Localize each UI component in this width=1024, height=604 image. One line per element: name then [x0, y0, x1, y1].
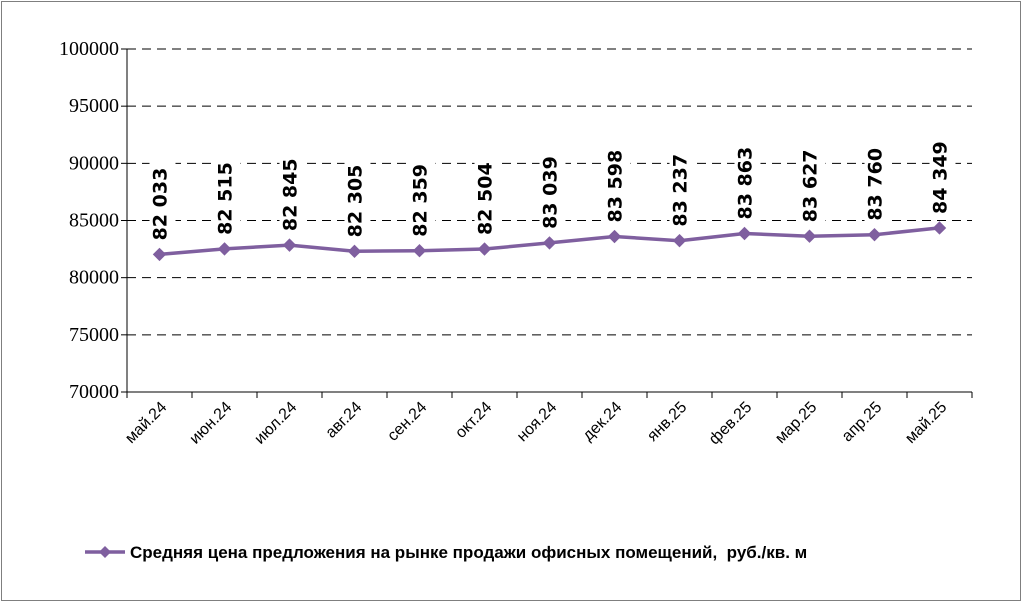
y-tick-label: 75000	[69, 324, 119, 346]
data-label-background	[864, 138, 891, 223]
data-label: 84 349	[930, 141, 952, 214]
data-label: 82 033	[150, 168, 172, 241]
data-point-marker	[607, 229, 622, 244]
axes	[121, 48, 973, 398]
y-tick-label: 80000	[69, 267, 119, 289]
data-label-background	[734, 137, 761, 222]
data-point-marker	[802, 229, 817, 243]
data-point-marker	[282, 238, 297, 252]
data-label: 83 598	[605, 150, 627, 223]
y-tick-label: 95000	[69, 95, 119, 117]
x-tick-label: окт.24	[452, 399, 495, 442]
x-tick-label: мар.25	[772, 399, 820, 447]
x-tick-label: сен.24	[384, 399, 430, 445]
data-point-marker	[477, 242, 492, 256]
y-tick-label: 70000	[69, 381, 119, 403]
data-label-background	[799, 140, 826, 225]
data-label: 82 515	[215, 162, 237, 235]
data-point-marker	[542, 236, 557, 250]
y-tick-labels: 70000 75000 80000 85000 90000 95000 100000	[59, 38, 119, 403]
data-label-background	[539, 146, 566, 231]
data-label-background	[604, 140, 631, 225]
data-label: 83 760	[865, 148, 887, 221]
data-label: 83 237	[670, 154, 692, 227]
x-tick-label: апр.25	[839, 399, 886, 446]
x-tick-label: авг.24	[323, 399, 366, 442]
data-label-background	[409, 154, 436, 239]
data-label: 83 039	[540, 156, 562, 229]
data-label-background	[344, 155, 371, 240]
data-label: 82 305	[345, 165, 367, 238]
data-label: 83 863	[735, 147, 757, 220]
x-tick-label: фев.25	[706, 399, 755, 448]
data-label-background	[669, 144, 696, 229]
legend-label: Средняя цена предложения на рынке продаж…	[130, 543, 807, 562]
data-label: 82 845	[280, 158, 302, 231]
data-point-marker	[152, 247, 167, 262]
data-point-marker	[412, 243, 427, 258]
x-tick-label: дек.24	[580, 399, 626, 445]
data-point-marker	[867, 227, 882, 242]
legend-diamond-marker	[99, 546, 111, 558]
data-label-background	[474, 153, 501, 238]
x-tick-label: май.25	[902, 399, 950, 447]
series-layer	[152, 221, 947, 262]
y-tick-label: 85000	[69, 210, 119, 232]
data-point-marker	[672, 233, 687, 248]
data-label-background	[929, 131, 956, 216]
data-point-marker	[347, 244, 362, 259]
data-label-background	[214, 152, 241, 237]
y-tick-label: 100000	[59, 38, 119, 60]
data-point-marker	[737, 226, 752, 241]
legend: Средняя цена предложения на рынке продаж…	[85, 543, 807, 562]
data-label: 82 359	[410, 164, 432, 237]
x-tick-label: июл.24	[251, 399, 300, 448]
x-tick-label: ноя.24	[514, 399, 560, 445]
x-tick-label: май.24	[122, 399, 170, 447]
x-tick-label: янв.25	[644, 399, 690, 445]
data-point-marker	[932, 221, 947, 235]
data-label-background	[279, 149, 306, 234]
data-point-marker	[217, 242, 232, 256]
data-labels: 82 033 82 515 82 845 82 305 82 359 82 504 83 0…	[149, 131, 956, 243]
y-tick-label: 90000	[69, 152, 119, 174]
data-label-background	[149, 158, 176, 243]
x-tick-labels: май.24 июн.24 июл.24 авг.24 сен.24 окт.24 ноя.…	[122, 399, 950, 448]
data-label: 83 627	[800, 149, 822, 222]
x-tick-label: июн.24	[187, 399, 236, 448]
data-label: 82 504	[475, 162, 497, 235]
